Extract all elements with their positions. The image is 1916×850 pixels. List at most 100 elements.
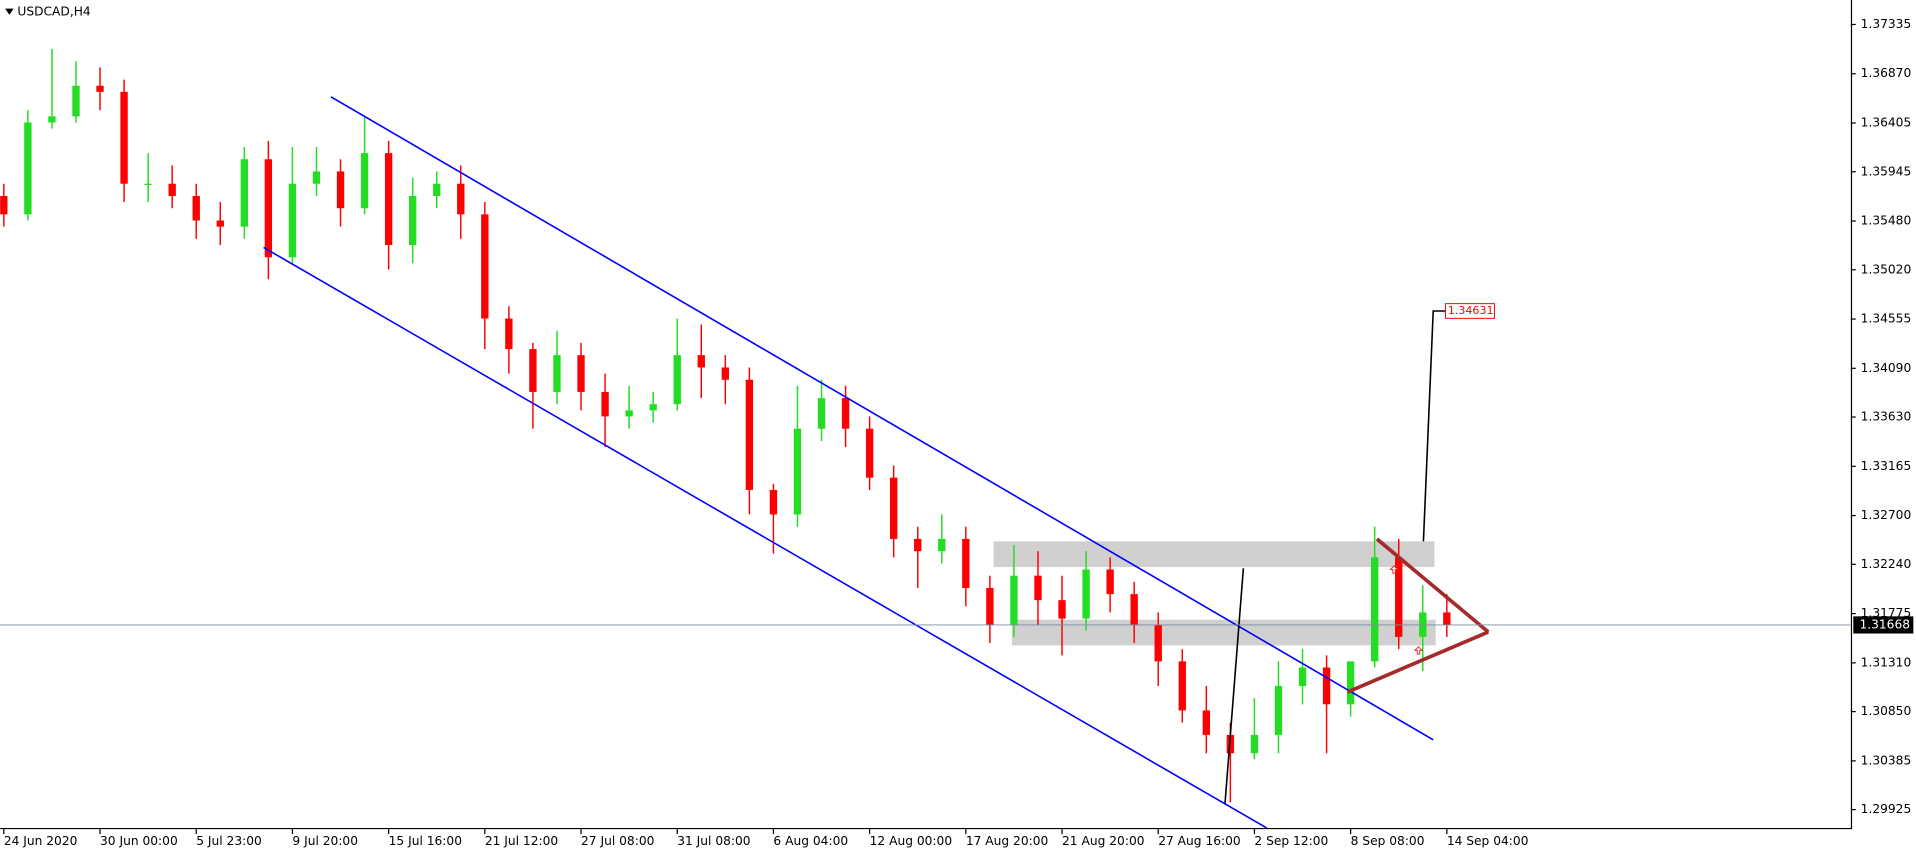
x-tick-label: 12 Aug 00:00 — [870, 834, 953, 848]
candle-body — [481, 214, 489, 319]
y-tick-label: 1.35480 — [1861, 214, 1912, 228]
candle-body — [1202, 710, 1211, 735]
channel-upper — [330, 96, 1434, 741]
candle-body — [457, 183, 465, 215]
y-tick-label: 1.33630 — [1861, 410, 1912, 424]
candle-body — [505, 318, 513, 350]
candle-body — [1274, 685, 1283, 735]
target-line — [1422, 310, 1446, 542]
y-tick-label: 1.32700 — [1861, 508, 1912, 522]
y-tick-label: 1.30385 — [1861, 753, 1912, 767]
candle-body — [529, 349, 537, 392]
candle-body — [1298, 667, 1307, 686]
candle-body — [96, 85, 104, 92]
candle-body — [192, 196, 200, 221]
candle-body — [577, 355, 585, 392]
candle-body — [553, 355, 561, 392]
x-tick-label: 2 Sep 12:00 — [1254, 834, 1328, 848]
x-tick-label: 8 Sep 08:00 — [1351, 834, 1425, 848]
candle-body — [890, 477, 898, 539]
candle-body — [986, 587, 994, 625]
candle-body — [240, 159, 249, 227]
up-arrow — [1389, 565, 1399, 574]
candle-body — [384, 153, 393, 245]
candle-body — [72, 85, 80, 117]
x-tick-label: 15 Jul 16:00 — [389, 834, 462, 848]
candle-body — [721, 367, 730, 380]
candle-body — [120, 91, 128, 184]
candle-body — [841, 398, 850, 429]
candle-body — [673, 355, 681, 405]
candle-body — [216, 220, 224, 227]
y-tick-label: 1.36870 — [1861, 66, 1912, 80]
candle-body — [938, 538, 946, 552]
chart-title: USDCAD,H4 — [17, 5, 91, 19]
current-price-label: 1.31668 — [1859, 617, 1910, 631]
x-tick-label: 27 Aug 16:00 — [1158, 834, 1241, 848]
x-tick-label: 21 Aug 20:00 — [1062, 834, 1145, 848]
candle-body — [769, 489, 778, 515]
x-tick-label: 5 Jul 23:00 — [196, 834, 262, 848]
candle-body — [1058, 600, 1066, 619]
y-tick-label: 1.35945 — [1861, 164, 1912, 178]
y-tick-label: 1.33165 — [1861, 459, 1912, 473]
candle-body — [288, 183, 297, 258]
target-box — [1444, 303, 1495, 319]
x-tick-label: 9 Jul 20:00 — [292, 834, 358, 848]
x-tick-label: 30 Jun 00:00 — [100, 834, 178, 848]
y-tick-label: 1.34555 — [1861, 312, 1912, 326]
candle-body — [793, 428, 802, 515]
candle-body — [1082, 569, 1090, 619]
candle-body — [24, 122, 32, 215]
x-tick-label: 31 Jul 08:00 — [677, 834, 750, 848]
candle-body — [1322, 667, 1331, 705]
candle-body — [1034, 575, 1042, 601]
target-label: 1.34631 — [1448, 304, 1494, 317]
measure-line — [1224, 568, 1245, 804]
y-tick-label: 1.29925 — [1861, 802, 1912, 816]
x-tick-label: 17 Aug 20:00 — [966, 834, 1048, 848]
x-tick-label: 14 Sep 04:00 — [1447, 834, 1529, 848]
candle-body — [433, 183, 441, 197]
channel-lower — [263, 246, 1268, 829]
candle-body — [817, 398, 826, 429]
x-tick-label: 24 Jun 2020 — [4, 834, 78, 848]
candle-body — [264, 159, 273, 258]
candle-body — [1371, 557, 1379, 662]
y-tick-label: 1.35020 — [1861, 262, 1912, 276]
candle-body — [745, 379, 754, 490]
candle-body — [865, 428, 874, 478]
candle-body — [48, 116, 56, 123]
candle-body — [914, 538, 922, 552]
candle-body — [1346, 661, 1355, 705]
support-zone — [1011, 619, 1436, 646]
y-tick-label: 1.34090 — [1861, 361, 1912, 375]
x-tick-label: 21 Jul 12:00 — [485, 834, 558, 848]
candle-body — [697, 355, 705, 368]
candle-body — [336, 171, 345, 209]
candle-body — [0, 196, 8, 215]
y-tick-label: 1.37335 — [1861, 17, 1912, 31]
triangle-upper — [1375, 537, 1490, 634]
candle-body — [625, 410, 633, 417]
current-price-box — [1853, 616, 1914, 634]
candle-body — [1178, 661, 1186, 711]
candle-body — [1154, 624, 1162, 662]
candles — [0, 48, 1451, 803]
candle-body — [312, 171, 321, 184]
candle-body — [168, 183, 176, 197]
candle-body — [649, 404, 657, 411]
candle-body — [360, 153, 369, 209]
y-tick-label: 1.36405 — [1861, 116, 1912, 130]
y-tick-label: 1.31310 — [1861, 655, 1912, 669]
candle-body — [601, 391, 609, 417]
resistance-zone — [993, 541, 1435, 568]
candle-body — [1395, 557, 1403, 637]
candle-body — [1250, 734, 1259, 754]
candle-body — [409, 196, 417, 245]
candle-body — [1010, 575, 1018, 625]
up-arrow — [1413, 645, 1424, 655]
